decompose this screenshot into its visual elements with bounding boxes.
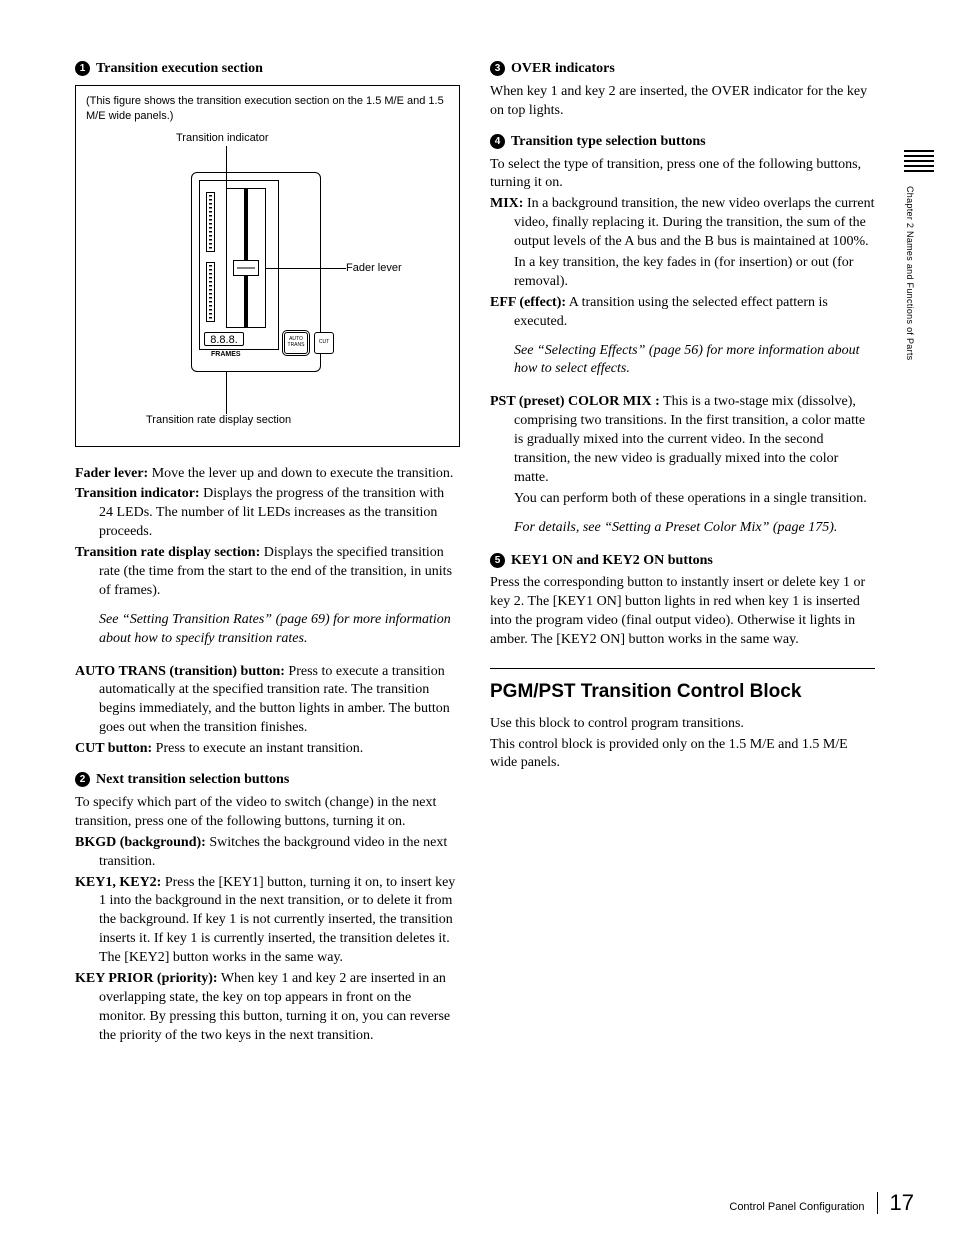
note-selecting-effects: See “Selecting Effects” (page 56) for mo… <box>490 342 875 380</box>
def-key12-term: KEY1, KEY2: <box>75 875 161 890</box>
def-trans-ind-term: Transition indicator: <box>75 486 200 501</box>
callout-fader-lever: Fader lever <box>346 262 402 275</box>
left-column: 1 Transition execution section (This figu… <box>75 60 460 1048</box>
section-3-heading: 3 OVER indicators <box>490 60 875 79</box>
def-auto-term: AUTO TRANS (transition) button: <box>75 664 285 679</box>
circled-number-1: 1 <box>75 61 90 76</box>
led-strip-top <box>206 192 215 252</box>
footer-page-number: 17 <box>890 1188 914 1218</box>
circled-number-3: 3 <box>490 61 505 76</box>
footer-divider <box>877 1192 878 1214</box>
def-fader-lever: Fader lever: Move the lever up and down … <box>75 465 460 484</box>
fader-track <box>244 188 248 328</box>
rate-display: 8.8.8. <box>204 332 244 346</box>
led-strip-bottom <box>206 262 215 322</box>
def-keyprior: KEY PRIOR (priority): When key 1 and key… <box>75 970 460 1046</box>
section-5-title: KEY1 ON and KEY2 ON buttons <box>511 553 713 568</box>
def-mix-body: In a background transition, the new vide… <box>514 196 875 249</box>
def-fader-lever-body: Move the lever up and down to execute th… <box>148 466 453 481</box>
circled-number-4: 4 <box>490 134 505 149</box>
circled-number-2: 2 <box>75 772 90 787</box>
section-4-heading: 4 Transition type selection buttons <box>490 133 875 152</box>
section-3-title: OVER indicators <box>511 61 615 76</box>
side-tab-graphic <box>904 150 934 180</box>
footer-section-title: Control Panel Configuration <box>729 1200 864 1215</box>
right-column: 3 OVER indicators When key 1 and key 2 ar… <box>490 60 875 1048</box>
def-pst: PST (preset) COLOR MIX : This is a two-s… <box>490 393 875 487</box>
def-rate-term: Transition rate display section: <box>75 545 260 560</box>
cut-button-graphic: CUT <box>314 332 334 354</box>
def-mix-body2: In a key transition, the key fades in (f… <box>490 254 875 292</box>
circled-number-5: 5 <box>490 553 505 568</box>
def-eff: EFF (effect): A transition using the sel… <box>490 294 875 332</box>
section-5-heading: 5 KEY1 ON and KEY2 ON buttons <box>490 552 875 571</box>
transition-figure: (This figure shows the transition execut… <box>75 85 460 447</box>
def-mix: MIX: In a background transition, the new… <box>490 195 875 252</box>
def-mix-term: MIX: <box>490 196 523 211</box>
auto-trans-button-graphic: AUTO TRANS <box>284 332 308 354</box>
section-2-intro: To specify which part of the video to sw… <box>75 794 460 832</box>
def-cut-body: Press to execute an instant transition. <box>152 741 363 756</box>
fader-knob <box>233 260 259 276</box>
def-keyprior-term: KEY PRIOR (priority): <box>75 971 218 986</box>
def-rate-display: Transition rate display section: Display… <box>75 544 460 601</box>
leader-line-3 <box>226 372 227 414</box>
section-2-title: Next transition selection buttons <box>96 772 289 787</box>
section-1-title: Transition execution section <box>96 61 263 76</box>
side-tab-text: Chapter 2 Names and Functions of Parts <box>904 186 916 360</box>
def-bkgd-term: BKGD (background): <box>75 835 206 850</box>
def-eff-term: EFF (effect): <box>490 295 566 310</box>
def-pst-body2: You can perform both of these operations… <box>490 490 875 509</box>
def-auto-trans: AUTO TRANS (transition) button: Press to… <box>75 663 460 739</box>
def-bkgd: BKGD (background): Switches the backgrou… <box>75 834 460 872</box>
def-key12: KEY1, KEY2: Press the [KEY1] button, tur… <box>75 874 460 968</box>
page-footer: Control Panel Configuration 17 <box>729 1188 914 1218</box>
pgm-pst-p1: Use this block to control program transi… <box>490 715 875 734</box>
note-preset-color-mix: For details, see “Setting a Preset Color… <box>490 519 875 538</box>
figure-top-caption: (This figure shows the transition execut… <box>86 94 449 124</box>
section-5-body: Press the corresponding button to instan… <box>490 574 875 650</box>
section-1-heading: 1 Transition execution section <box>75 60 460 79</box>
side-chapter-tab: Chapter 2 Names and Functions of Parts <box>904 150 934 430</box>
note-transition-rates: See “Setting Transition Rates” (page 69)… <box>75 611 460 649</box>
def-cut: CUT button: Press to execute an instant … <box>75 740 460 759</box>
section-3-body: When key 1 and key 2 are inserted, the O… <box>490 83 875 121</box>
callout-transition-indicator: Transition indicator <box>176 132 269 145</box>
callout-rate-section: Transition rate display section <box>146 414 291 427</box>
def-transition-indicator: Transition indicator: Displays the progr… <box>75 485 460 542</box>
section-4-title: Transition type selection buttons <box>511 134 706 149</box>
def-fader-lever-term: Fader lever: <box>75 466 148 481</box>
pgm-pst-heading: PGM/PST Transition Control Block <box>490 668 875 705</box>
section-2-heading: 2 Next transition selection buttons <box>75 771 460 790</box>
def-cut-term: CUT button: <box>75 741 152 756</box>
pgm-pst-p2: This control block is provided only on t… <box>490 736 875 774</box>
frames-label: FRAMES <box>211 350 241 359</box>
def-pst-term: PST (preset) COLOR MIX : <box>490 394 660 409</box>
section-4-intro: To select the type of transition, press … <box>490 156 875 194</box>
